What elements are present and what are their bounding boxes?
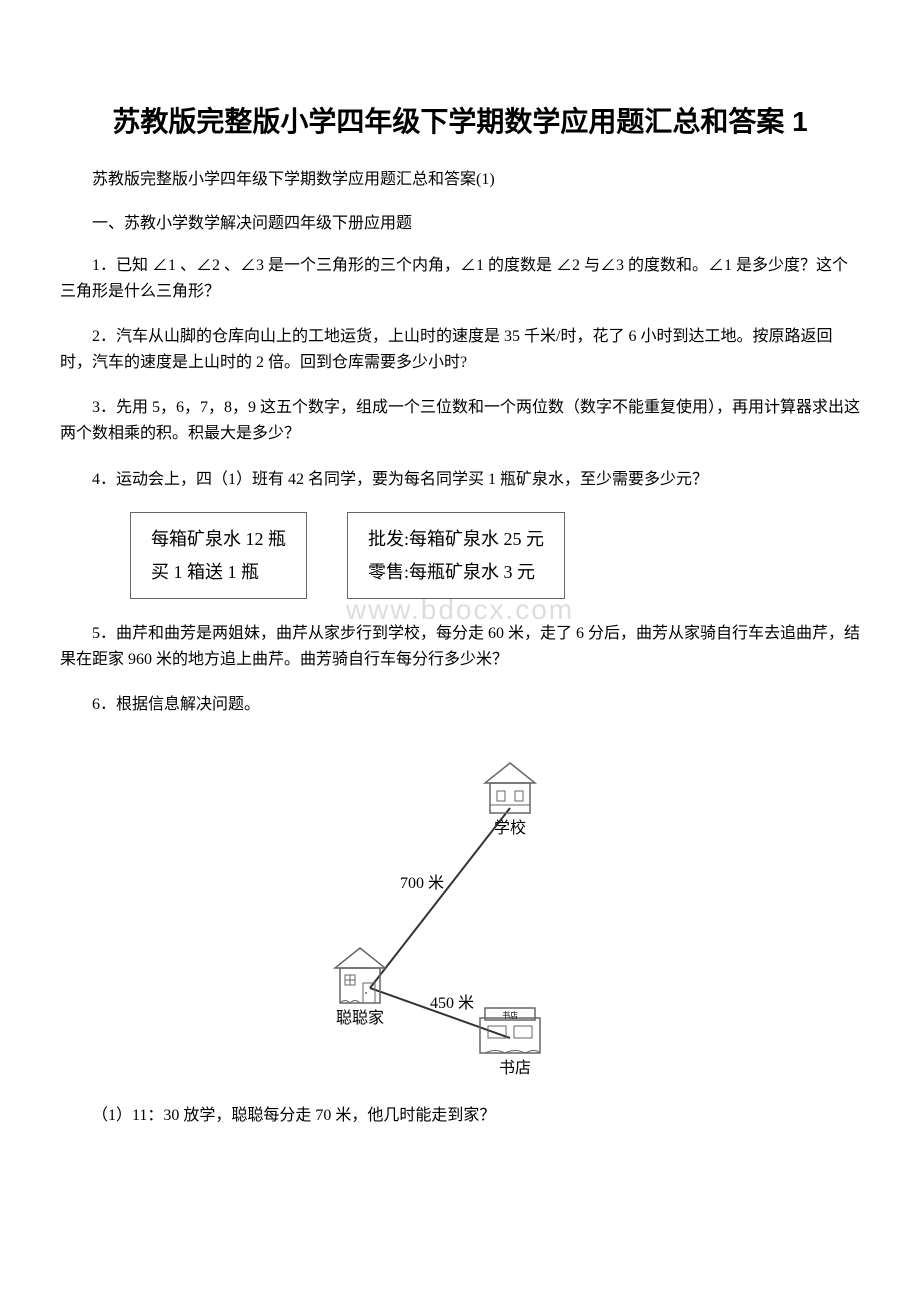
- svg-text:书店: 书店: [502, 1010, 518, 1020]
- problem-6-sub1: （1）11：30 放学，聪聪每分走 70 米，他几时能走到家？: [60, 1103, 860, 1129]
- page-title: 苏教版完整版小学四年级下学期数学应用题汇总和答案 1: [60, 100, 860, 140]
- home-icon: [335, 948, 385, 1003]
- problem-1: 1．已知 ∠1 、∠2 、∠3 是一个三角形的三个内角，∠1 的度数是 ∠2 与…: [60, 253, 860, 304]
- section-header: 一、苏教小学数学解决问题四年级下册应用题: [60, 209, 860, 233]
- info-boxes: 每箱矿泉水 12 瓶 买 1 箱送 1 瓶 批发:每箱矿泉水 25 元 零售:每…: [130, 512, 860, 599]
- problem-3: 3．先用 5，6，7，8，9 这五个数字，组成一个三位数和一个两位数（数字不能重…: [60, 395, 860, 446]
- school-label: 学校: [494, 819, 526, 837]
- line-home-school: [370, 808, 510, 988]
- info-box-1: 每箱矿泉水 12 瓶 买 1 箱送 1 瓶: [130, 512, 307, 599]
- home-label: 聪聪家: [336, 1009, 384, 1027]
- school-icon: [485, 763, 535, 813]
- map-diagram: 学校 聪聪家 书店 书店 700 米 450 米: [270, 738, 650, 1083]
- info-box-2: 批发:每箱矿泉水 25 元 零售:每瓶矿泉水 3 元: [347, 512, 565, 599]
- subtitle: 苏教版完整版小学四年级下学期数学应用题汇总和答案(1): [60, 165, 860, 189]
- problem-4: 4．运动会上，四（1）班有 42 名同学，要为每名同学买 1 瓶矿泉水，至少需要…: [60, 467, 860, 493]
- distance-700: 700 米: [400, 874, 444, 892]
- problem-5: 5．曲芹和曲芳是两姐妹，曲芹从家步行到学校，每分走 60 米，走了 6 分后，曲…: [60, 621, 860, 672]
- box1-line2: 买 1 箱送 1 瓶: [151, 556, 286, 588]
- distance-450: 450 米: [430, 994, 474, 1012]
- problem-2: 2．汽车从山脚的仓库向山上的工地运货，上山时的速度是 35 千米/时，花了 6 …: [60, 324, 860, 375]
- box1-line1: 每箱矿泉水 12 瓶: [151, 523, 286, 555]
- box2-line1: 批发:每箱矿泉水 25 元: [368, 523, 544, 555]
- problem-6: 6．根据信息解决问题。: [60, 692, 860, 718]
- bookstore-label: 书店: [499, 1059, 531, 1077]
- box2-line2: 零售:每瓶矿泉水 3 元: [368, 556, 544, 588]
